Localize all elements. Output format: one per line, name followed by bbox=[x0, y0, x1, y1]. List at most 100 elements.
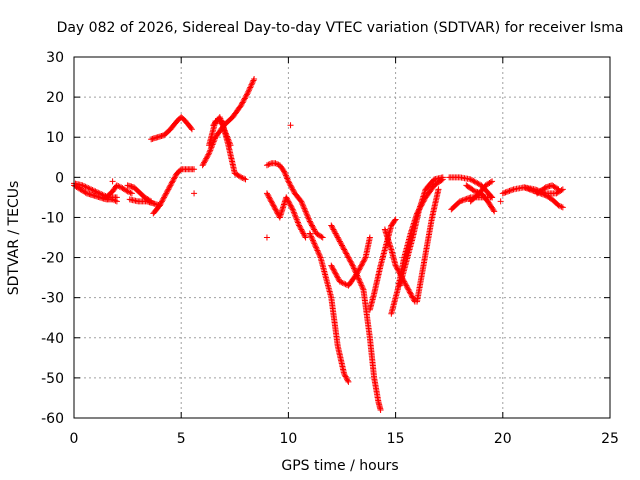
data-point bbox=[464, 195, 471, 202]
data-point bbox=[294, 219, 301, 226]
data-point bbox=[521, 184, 528, 191]
data-point bbox=[456, 198, 463, 205]
data-point bbox=[460, 196, 467, 203]
grid-lines bbox=[74, 57, 610, 418]
data-point bbox=[249, 78, 256, 85]
data-point bbox=[264, 191, 271, 198]
data-point bbox=[303, 209, 310, 216]
data-point bbox=[336, 278, 343, 285]
data-point bbox=[353, 271, 360, 278]
data-point bbox=[247, 83, 254, 90]
data-point bbox=[507, 187, 514, 194]
data-point bbox=[207, 147, 214, 154]
data-point bbox=[286, 179, 293, 186]
data-point bbox=[487, 179, 494, 186]
data-point bbox=[300, 202, 307, 209]
data-point bbox=[346, 255, 353, 262]
data-point bbox=[236, 173, 243, 180]
data-point bbox=[341, 246, 348, 253]
data-point bbox=[250, 77, 257, 84]
data-point bbox=[354, 272, 361, 279]
data-point bbox=[331, 269, 338, 276]
data-point bbox=[527, 186, 534, 193]
data-point bbox=[311, 241, 318, 248]
data-point bbox=[305, 215, 312, 222]
data-point bbox=[204, 152, 211, 159]
data-point bbox=[299, 201, 306, 208]
data-point bbox=[211, 137, 218, 144]
data-point bbox=[407, 290, 414, 297]
data-point bbox=[268, 198, 275, 205]
data-point bbox=[358, 282, 365, 289]
data-point bbox=[299, 229, 306, 236]
data-point bbox=[349, 262, 356, 269]
data-point bbox=[241, 96, 248, 103]
data-point bbox=[79, 182, 86, 189]
data-point bbox=[165, 186, 172, 193]
data-point bbox=[345, 378, 352, 385]
data-point bbox=[348, 259, 355, 266]
data-point bbox=[312, 243, 319, 250]
data-point bbox=[328, 263, 335, 270]
data-point bbox=[161, 194, 168, 201]
data-point bbox=[555, 186, 562, 193]
data-point bbox=[377, 406, 384, 413]
data-point bbox=[308, 233, 315, 240]
data-point bbox=[306, 218, 313, 225]
data-point bbox=[243, 91, 250, 98]
data-point bbox=[124, 188, 131, 195]
x-tick-label: 5 bbox=[177, 431, 186, 447]
y-tick-label: 10 bbox=[46, 130, 64, 146]
y-tick-label: -30 bbox=[41, 291, 64, 307]
y-tick-label: -50 bbox=[41, 371, 64, 387]
x-axis-label: GPS time / hours bbox=[281, 458, 398, 474]
data-point bbox=[158, 199, 165, 206]
data-points bbox=[71, 76, 566, 413]
data-point bbox=[341, 280, 348, 287]
data-point bbox=[361, 255, 368, 262]
data-point bbox=[272, 206, 279, 213]
data-point bbox=[286, 181, 293, 188]
data-point bbox=[341, 247, 348, 254]
data-point bbox=[459, 197, 466, 204]
plot-frame bbox=[73, 56, 611, 419]
data-point bbox=[296, 223, 303, 230]
data-point bbox=[335, 235, 342, 242]
data-point bbox=[99, 191, 106, 198]
data-point bbox=[302, 208, 309, 215]
data-point bbox=[206, 148, 213, 155]
data-point bbox=[226, 140, 233, 147]
data-point bbox=[284, 176, 291, 183]
data-point bbox=[127, 189, 134, 196]
data-point bbox=[342, 249, 349, 256]
data-point bbox=[266, 160, 273, 167]
data-point bbox=[330, 226, 337, 233]
data-point bbox=[300, 230, 307, 237]
data-point bbox=[541, 185, 548, 192]
data-point bbox=[273, 160, 280, 167]
data-point bbox=[290, 209, 297, 216]
data-point bbox=[161, 193, 168, 200]
data-point bbox=[509, 186, 516, 193]
data-point bbox=[163, 190, 170, 197]
data-point bbox=[289, 186, 296, 193]
data-point bbox=[334, 274, 341, 281]
data-point bbox=[280, 167, 287, 174]
data-point bbox=[288, 203, 295, 210]
data-point bbox=[245, 88, 252, 95]
axis-ticks: 0 5 10 15 20 25 30 20 10 0 -10 -20 -30 -40 -50 -60 bbox=[41, 50, 619, 447]
data-point bbox=[227, 142, 234, 149]
data-point bbox=[126, 189, 133, 196]
data-point bbox=[170, 177, 177, 184]
data-point bbox=[328, 222, 335, 229]
data-point bbox=[349, 261, 356, 268]
data-point bbox=[311, 227, 318, 234]
data-point bbox=[284, 197, 291, 204]
data-point bbox=[409, 293, 416, 300]
data-point bbox=[238, 102, 245, 109]
data-point bbox=[331, 267, 338, 274]
data-point bbox=[555, 202, 562, 209]
data-point bbox=[328, 223, 335, 230]
data-point bbox=[188, 126, 195, 133]
data-point bbox=[309, 223, 316, 230]
